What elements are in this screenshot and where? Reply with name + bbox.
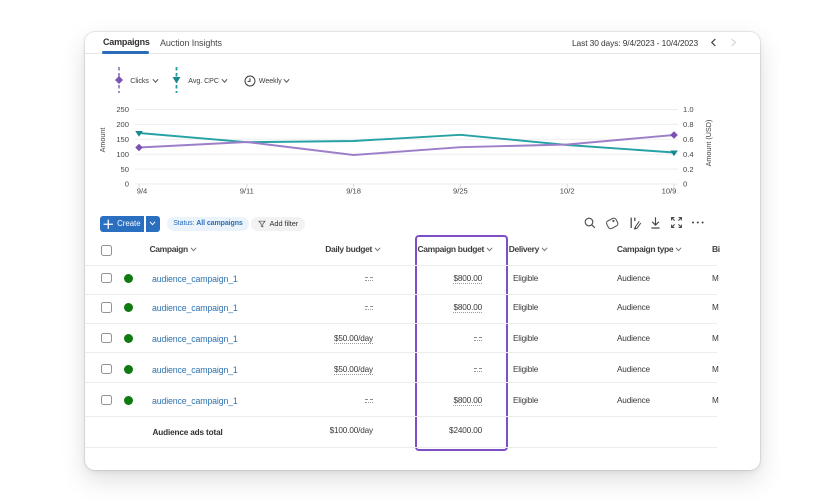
svg-text:9/11: 9/11 (240, 187, 254, 196)
svg-text:9/18: 9/18 (346, 187, 361, 196)
svg-text:0.2: 0.2 (683, 165, 694, 174)
svg-text:100: 100 (116, 150, 129, 159)
svg-text:250: 250 (116, 105, 129, 114)
svg-text:0.4: 0.4 (683, 150, 694, 159)
svg-text:0: 0 (125, 180, 129, 189)
svg-text:1.0: 1.0 (683, 105, 694, 114)
svg-text:10/9: 10/9 (662, 187, 677, 196)
svg-text:9/25: 9/25 (453, 187, 468, 196)
svg-text:10/2: 10/2 (560, 187, 575, 196)
svg-text:50: 50 (121, 165, 129, 174)
svg-text:Amount: Amount (98, 128, 107, 153)
svg-text:0: 0 (683, 180, 687, 189)
svg-text:0.8: 0.8 (683, 120, 694, 129)
svg-text:9/4: 9/4 (137, 187, 148, 196)
svg-text:150: 150 (116, 135, 129, 144)
svg-text:200: 200 (116, 120, 129, 129)
svg-text:Amount (USD): Amount (USD) (704, 120, 713, 167)
svg-text:0.6: 0.6 (683, 135, 694, 144)
